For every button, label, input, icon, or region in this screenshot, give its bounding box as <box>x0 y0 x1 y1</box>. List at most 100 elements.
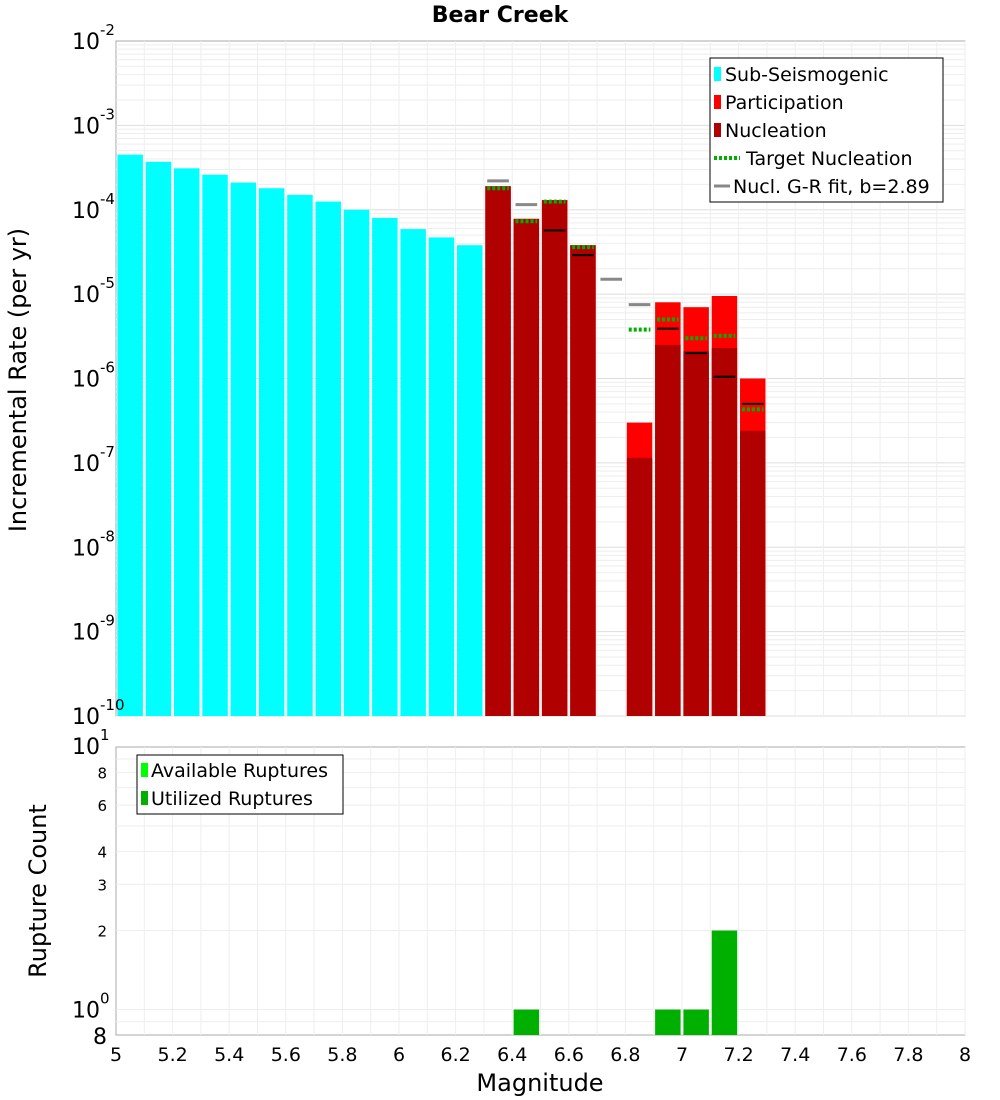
bottom-y-tick-base: 10 <box>72 735 100 760</box>
top-y-tick-base: 10 <box>72 536 100 561</box>
x-axis-ticks: 5 5.2 5.4 5.6 5.8 6 6.2 6.4 6.6 6.8 7 7.2 7.4 7.6 7.8 8 <box>110 1044 971 1066</box>
top-legend-entry: Sub-Seismogenic <box>714 64 889 86</box>
legend-swatch <box>714 95 721 109</box>
bottom-y-minor-tick: 6 <box>97 797 107 815</box>
sub-seismogenic-bar <box>174 168 200 716</box>
sub-seismogenic-bar <box>428 237 455 716</box>
nucleation-bar <box>541 200 568 716</box>
legend-label: Participation <box>725 92 844 114</box>
top-y-tick-label: 10 -9 <box>72 612 115 646</box>
nucleation-bar <box>485 186 511 716</box>
top-bars <box>117 154 766 717</box>
bottom-y-axis-label: Rupture Count <box>24 804 52 978</box>
top-y-tick-base: 10 <box>72 452 100 477</box>
sub-seismogenic-bar <box>258 188 285 717</box>
bottom-legend-entry: Available Ruptures <box>141 760 328 782</box>
bottom-legend-box <box>136 754 344 815</box>
sub-seismogenic-bar <box>400 229 426 717</box>
top-y-tick-label: 10 -8 <box>72 527 115 561</box>
top-y-tick-exponent: -7 <box>100 443 115 461</box>
utilized-ruptures-bar <box>711 930 738 1035</box>
sub-seismogenic-bar <box>287 194 313 716</box>
bottom-y-tick-exponent: 0 <box>100 990 110 1008</box>
x-tick-label: 5.6 <box>271 1044 301 1066</box>
top-y-ticks: 10-210-310-410-510-610-710-810-910-10 <box>72 21 125 730</box>
bottom-bars <box>513 930 738 1035</box>
top-legend-entry: Nucl. G-R fit, b=2.89 <box>714 176 930 198</box>
top-y-tick-exponent: -6 <box>100 359 115 377</box>
legend-label: Target Nucleation <box>745 148 913 170</box>
bottom-y-minor-tick: 4 <box>97 843 107 861</box>
top-legend-entry: Target Nucleation <box>714 148 913 170</box>
nucleation-bar <box>570 245 596 717</box>
legend-swatch <box>141 791 148 805</box>
top-y-tick-base: 10 <box>72 30 100 55</box>
nucleation-bar <box>513 218 540 716</box>
nucleation-bar <box>740 430 766 716</box>
x-tick-label: 8 <box>959 1044 971 1066</box>
legend-label: Available Ruptures <box>151 760 328 782</box>
top-y-tick-base: 10 <box>72 114 100 139</box>
bottom-y-tick-min: 8 <box>93 1025 107 1050</box>
top-y-tick-exponent: -10 <box>100 696 125 714</box>
bottom-y-tick-top: 10 1 <box>72 726 110 760</box>
top-legend: Sub-Seismogenic Participation Nucleation Ta… <box>709 57 944 203</box>
bottom-y-minor-tick: 2 <box>97 923 107 941</box>
top-y-tick-base: 10 <box>72 621 100 646</box>
nucleation-bar <box>683 351 709 716</box>
chart-title: Bear Creek <box>432 3 570 28</box>
bottom-y-minor-tick: 8 <box>97 764 107 782</box>
bottom-legend-entry: Utilized Ruptures <box>141 788 313 810</box>
x-tick-label: 5.2 <box>157 1044 187 1066</box>
top-panel: 10-210-310-410-510-610-710-810-910-10 In… <box>4 21 966 730</box>
x-tick-label: 7.6 <box>837 1044 867 1066</box>
sub-seismogenic-bar <box>202 174 228 716</box>
top-y-tick-label: 10 -6 <box>72 359 115 393</box>
top-y-tick-label: 10 -10 <box>72 696 125 730</box>
legend-label: Utilized Ruptures <box>151 788 313 810</box>
x-tick-label: 5.4 <box>214 1044 244 1066</box>
top-y-tick-base: 10 <box>72 199 100 224</box>
top-y-tick-exponent: -9 <box>100 612 115 630</box>
top-legend-entry: Participation <box>714 92 844 114</box>
top-y-tick-exponent: -4 <box>100 190 115 208</box>
x-tick-label: 7.2 <box>723 1044 753 1066</box>
top-y-tick-base: 10 <box>72 705 100 730</box>
bottom-legend-entries: Available Ruptures Utilized Ruptures <box>141 760 328 810</box>
nucleation-bar <box>626 457 653 716</box>
utilized-ruptures-bar <box>683 1009 709 1035</box>
sub-seismogenic-bar <box>315 201 341 716</box>
nucleation-bar <box>711 347 738 716</box>
legend-label: Sub-Seismogenic <box>725 64 889 86</box>
top-y-tick-exponent: -2 <box>100 21 115 39</box>
legend-swatch <box>141 763 148 777</box>
bottom-y-tick-one: 10 0 <box>72 990 110 1024</box>
sub-seismogenic-bar <box>457 245 483 717</box>
bottom-legend: Available Ruptures Utilized Ruptures <box>136 754 344 815</box>
x-tick-label: 6.2 <box>440 1044 470 1066</box>
legend-swatch <box>714 67 721 81</box>
top-y-tick-label: 10 -3 <box>72 105 115 139</box>
legend-label: Nucleation <box>725 120 827 142</box>
sub-seismogenic-bar <box>230 182 257 716</box>
utilized-ruptures-bar <box>655 1009 681 1035</box>
nucleation-bar <box>655 344 681 716</box>
sub-seismogenic-bar <box>343 209 370 716</box>
legend-swatch <box>714 123 721 137</box>
sub-seismogenic-bar <box>145 161 172 716</box>
top-y-axis-label: Incremental Rate (per yr) <box>4 228 32 532</box>
top-legend-entries: Sub-Seismogenic Participation Nucleation Ta… <box>714 64 930 198</box>
legend-label: Nucl. G-R fit, b=2.89 <box>733 176 930 198</box>
x-tick-label: 6.6 <box>554 1044 584 1066</box>
top-marks <box>487 179 764 412</box>
sub-seismogenic-bar <box>372 217 398 716</box>
top-legend-entry: Nucleation <box>714 120 827 142</box>
utilized-ruptures-bar <box>513 1009 540 1035</box>
x-tick-label: 7 <box>676 1044 688 1066</box>
x-tick-label: 6.4 <box>497 1044 527 1066</box>
x-tick-label: 5 <box>110 1044 122 1066</box>
top-y-tick-label: 10 -2 <box>72 21 115 55</box>
top-y-tick-label: 10 -4 <box>72 190 115 224</box>
x-tick-label: 7.8 <box>893 1044 923 1066</box>
